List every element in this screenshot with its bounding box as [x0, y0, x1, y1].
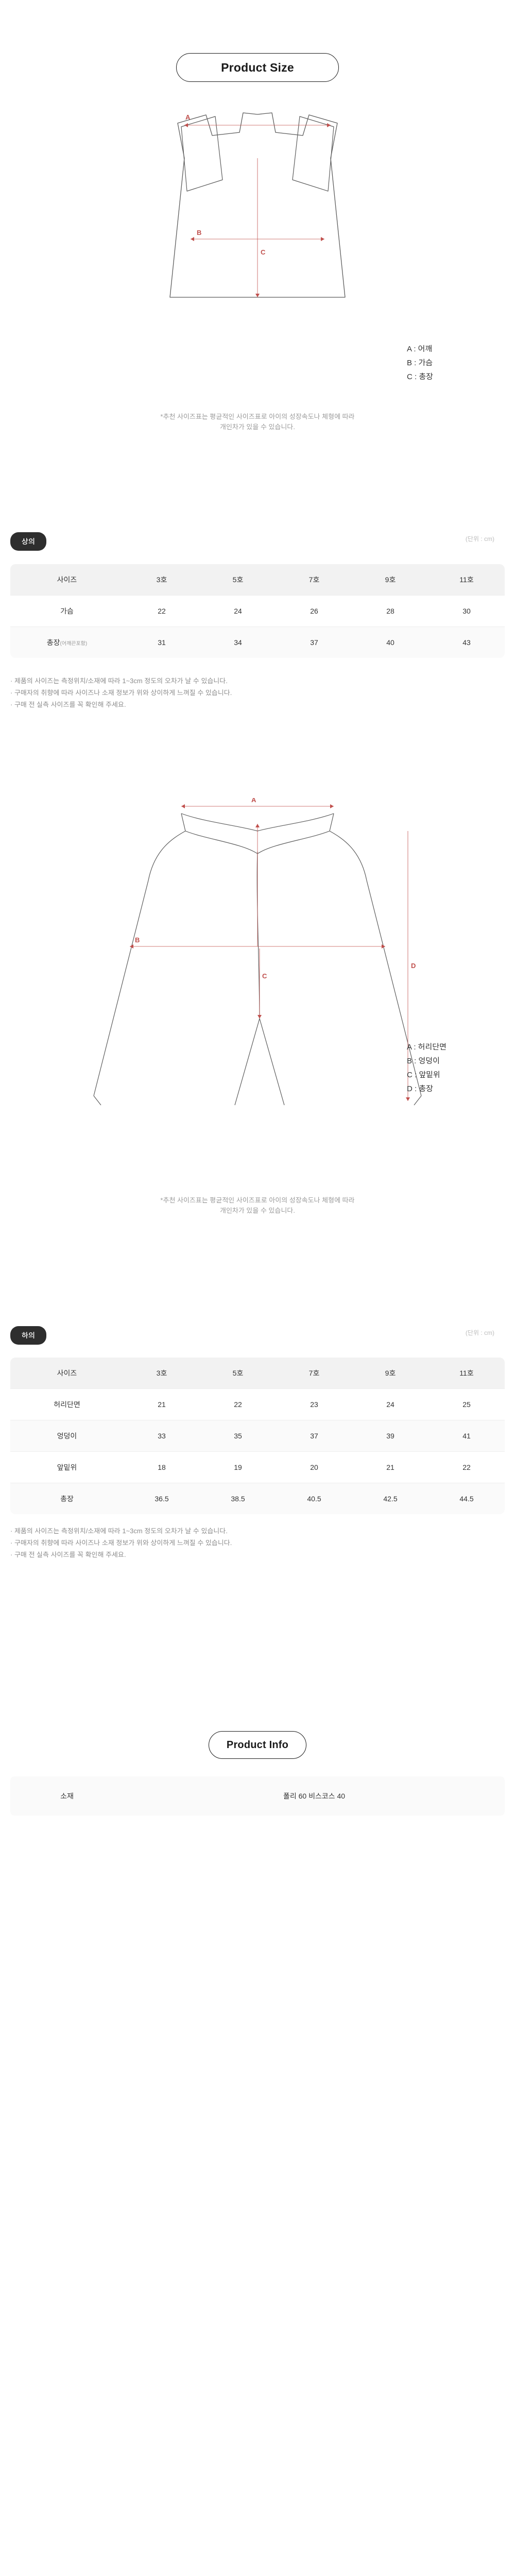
- svg-text:C: C: [262, 972, 267, 980]
- svg-text:B: B: [135, 936, 140, 944]
- svg-text:A: A: [251, 798, 256, 804]
- svg-text:A: A: [185, 113, 191, 121]
- svg-text:D: D: [411, 962, 416, 970]
- svg-text:B: B: [197, 229, 201, 236]
- svg-text:C: C: [261, 248, 266, 256]
